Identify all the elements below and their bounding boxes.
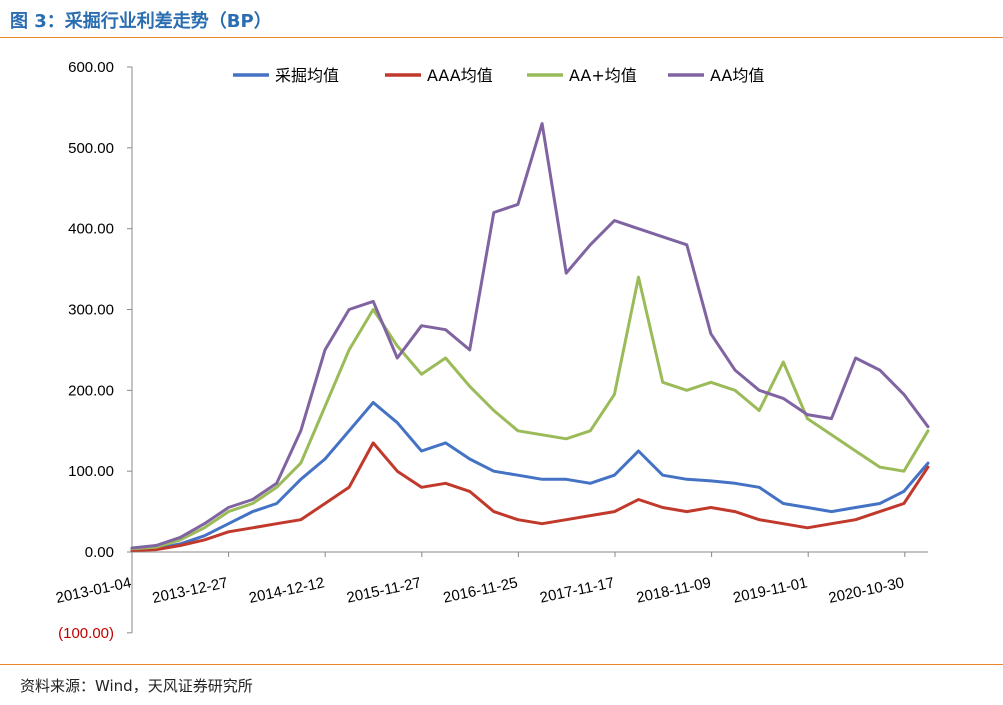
x-tick-label: 2017-11-17 (538, 574, 616, 606)
y-tick-label: (100.00) (58, 625, 114, 642)
legend-label-1: 采掘均值 (275, 66, 339, 85)
chart-axes: (100.00) 0.00 100.00 200.00 300.00 400.00 500.… (54, 59, 928, 642)
y-tick-label: 200.00 (68, 382, 114, 399)
x-tick-label: 2018-11-09 (635, 574, 713, 606)
spread-line-chart: (100.00) 0.00 100.00 200.00 300.00 400.00 500.… (54, 59, 930, 642)
series-line-4 (130, 122, 930, 550)
chart-legend: 采掘均值 AAA均值 AA+均值 AA均值 (233, 66, 764, 85)
x-tick-label: 2013-01-04 (54, 574, 133, 607)
x-tick-label: 2016-11-25 (442, 574, 520, 606)
legend-label-2: AAA均值 (427, 66, 493, 85)
y-tick-label: 0.00 (85, 544, 114, 561)
source-note: 资料来源：Wind，天风证券研究所 (20, 677, 253, 695)
bottom-rule (0, 664, 1003, 665)
series-line-3 (130, 275, 930, 551)
legend-label-4: AA均值 (710, 66, 764, 85)
y-tick-label: 400.00 (68, 221, 114, 238)
series-line-2 (130, 441, 930, 552)
title-bar: 图 3：采掘行业利差走势（BP） (10, 4, 995, 32)
x-tick-label: 2013-12-27 (151, 574, 230, 607)
x-tick-label: 2020-10-30 (827, 574, 906, 607)
x-tick-label: 2014-12-12 (247, 574, 326, 607)
y-tick-label: 100.00 (68, 463, 114, 480)
y-tick-label: 500.00 (68, 140, 114, 157)
top-rule (0, 37, 1003, 38)
legend-label-3: AA+均值 (569, 66, 637, 85)
y-tick-label: 600.00 (68, 59, 114, 76)
series-line-1 (130, 401, 930, 552)
figure-title: 图 3：采掘行业利差走势（BP） (10, 11, 272, 32)
chart-series (130, 122, 930, 552)
y-tick-label: 300.00 (68, 302, 114, 319)
x-tick-label: 2015-11-27 (345, 574, 423, 606)
x-tick-label: 2019-11-01 (732, 574, 810, 606)
